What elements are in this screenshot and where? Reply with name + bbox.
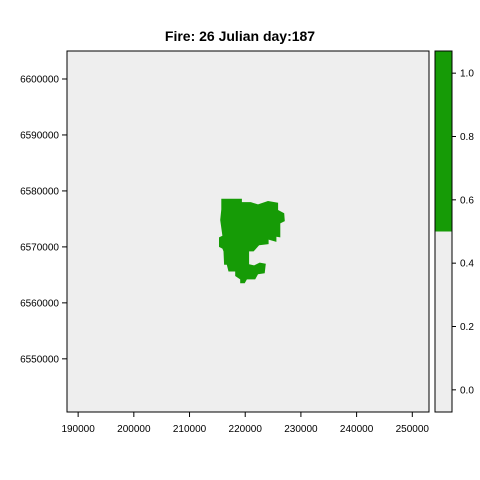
colorbar-tick-label: 0.4	[460, 259, 474, 270]
colorbar-tick-label: 0.8	[460, 132, 474, 143]
colorbar-high-segment	[435, 51, 452, 232]
y-tick-label: 6550000	[20, 354, 59, 365]
x-tick-label: 210000	[173, 424, 207, 435]
y-tick-label: 6590000	[20, 130, 59, 141]
y-tick-label: 6570000	[20, 242, 59, 253]
colorbar-tick-label: 1.0	[460, 69, 474, 80]
x-tick-label: 190000	[61, 424, 95, 435]
x-tick-label: 250000	[396, 424, 430, 435]
y-tick-label: 6560000	[20, 298, 59, 309]
colorbar-tick-label: 0.6	[460, 195, 474, 206]
y-axis: 6550000 6560000 6570000 6580000 6590000 66000…	[20, 74, 67, 365]
x-tick-label: 240000	[340, 424, 374, 435]
y-tick-label: 6580000	[20, 186, 59, 197]
plot-border	[66, 50, 430, 413]
x-axis: 190000 200000 210000 220000 230000 240000 2500…	[61, 412, 429, 435]
colorbar-low-segment	[435, 231, 452, 412]
y-tick-label: 6600000	[20, 74, 59, 85]
colorbar-tick-label: 0.0	[460, 385, 474, 396]
burned-area	[219, 198, 285, 284]
x-tick-label: 230000	[284, 424, 318, 435]
x-tick-label: 200000	[117, 424, 151, 435]
chart-title: Fire: 26 Julian day:187	[165, 28, 315, 44]
colorbar-tick-label: 0.2	[460, 322, 474, 333]
colorbar-border	[434, 50, 453, 413]
x-tick-label: 220000	[229, 424, 263, 435]
colorbar-axis: 0.0 0.2 0.4 0.6 0.8 1.0	[452, 69, 474, 396]
